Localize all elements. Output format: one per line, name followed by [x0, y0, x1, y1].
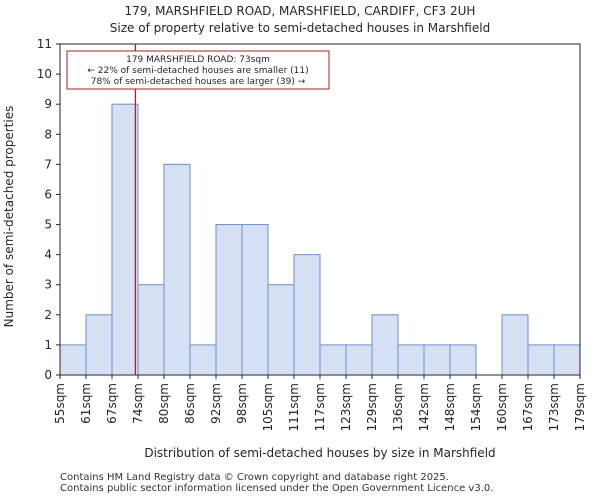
x-tick-label-123sqm: 123sqm	[339, 383, 353, 431]
bar-117sqm	[319, 344, 347, 376]
y-tick-label: 4	[44, 248, 52, 262]
x-tick-label-154sqm: 154sqm	[469, 383, 483, 431]
bar-55sqm	[59, 344, 87, 376]
bar-92sqm	[215, 224, 243, 376]
bar-173sqm	[553, 344, 581, 376]
footer: Contains HM Land Registry data © Crown c…	[60, 472, 493, 494]
y-tick-label: 0	[44, 368, 52, 382]
x-axis-label: Distribution of semi-detached houses by …	[144, 446, 495, 460]
histogram-chart: 0 1 2 3 4 5 6 7 8 9 10 11 55sqm 61sqm 67sqm 74sqm 80sqm…	[2, 37, 587, 460]
x-tick-label-179sqm: 179sqm	[573, 383, 587, 431]
bar-74sqm	[137, 284, 165, 376]
chart-subtitle: Size of property relative to semi-detach…	[109, 21, 491, 35]
bar-142sqm	[423, 344, 451, 376]
bar-105sqm	[267, 284, 295, 376]
bar-111sqm	[293, 254, 321, 376]
bar-148sqm	[449, 344, 477, 376]
y-tick-label: 8	[44, 127, 52, 141]
x-tick-label-55sqm: 55sqm	[53, 383, 67, 424]
bar-80sqm	[163, 163, 191, 376]
y-tick-label: 7	[44, 157, 52, 171]
x-tick-label-148sqm: 148sqm	[443, 383, 457, 431]
bar-136sqm	[397, 344, 425, 376]
bar-160sqm	[501, 314, 529, 376]
x-tick-label-105sqm: 105sqm	[261, 383, 275, 431]
x-tick-label-173sqm: 173sqm	[547, 383, 561, 431]
bar-67sqm	[111, 103, 139, 376]
x-tick-label-61sqm: 61sqm	[79, 383, 93, 424]
x-tick-label-86sqm: 86sqm	[183, 383, 197, 424]
annotation-line-3: 78% of semi-detached houses are larger (…	[91, 77, 306, 87]
x-tick-label-74sqm: 74sqm	[131, 383, 145, 424]
bar-129sqm	[371, 314, 399, 376]
y-tick-label: 9	[44, 97, 52, 111]
x-tick-label-142sqm: 142sqm	[417, 383, 431, 431]
bar-61sqm	[85, 314, 113, 376]
y-axis-label: Number of semi-detached properties	[2, 106, 16, 328]
bar-98sqm	[241, 224, 269, 376]
y-tick-label: 11	[37, 37, 52, 51]
x-tick-label-136sqm: 136sqm	[391, 383, 405, 431]
y-tick-label: 3	[44, 278, 52, 292]
y-tick-label: 1	[44, 338, 52, 352]
bar-167sqm	[527, 344, 555, 376]
x-tick-label-92sqm: 92sqm	[209, 383, 223, 424]
footer-line-2: Contains public sector information licen…	[60, 483, 494, 494]
y-tick-label: 10	[37, 67, 52, 81]
x-tick-label-129sqm: 129sqm	[365, 383, 379, 431]
plot-frame	[59, 43, 581, 376]
bar-86sqm	[189, 344, 217, 376]
bars-group	[59, 103, 581, 376]
footer-line-1: Contains HM Land Registry data © Crown c…	[60, 472, 449, 483]
annotation-box	[66, 50, 330, 90]
x-tick-label-98sqm: 98sqm	[235, 383, 249, 424]
x-tick-label-117sqm: 117sqm	[313, 383, 327, 431]
x-tick-label-111sqm: 111sqm	[287, 383, 301, 431]
chart-title: 179, MARSHFIELD ROAD, MARSHFIELD, CARDIF…	[124, 4, 476, 18]
x-tick-label-160sqm: 160sqm	[495, 383, 509, 431]
x-tick-label-167sqm: 167sqm	[521, 383, 535, 431]
annotation-line-2: ← 22% of semi-detached houses are smalle…	[87, 66, 308, 76]
annotation-line-1: 179 MARSHFIELD ROAD: 73sqm	[126, 55, 270, 65]
bar-123sqm	[345, 344, 373, 376]
x-tick-label-80sqm: 80sqm	[157, 383, 171, 424]
y-tick-label: 6	[44, 187, 52, 201]
x-axis-ticks: 55sqm 61sqm 67sqm 74sqm 80sqm 86sqm 92sqm 98sqm…	[53, 375, 587, 431]
y-tick-label: 2	[44, 308, 52, 322]
y-axis-ticks: 0 1 2 3 4 5 6 7 8 9 10 11	[37, 37, 60, 382]
y-tick-label: 5	[44, 218, 52, 232]
x-tick-label-67sqm: 67sqm	[105, 383, 119, 424]
